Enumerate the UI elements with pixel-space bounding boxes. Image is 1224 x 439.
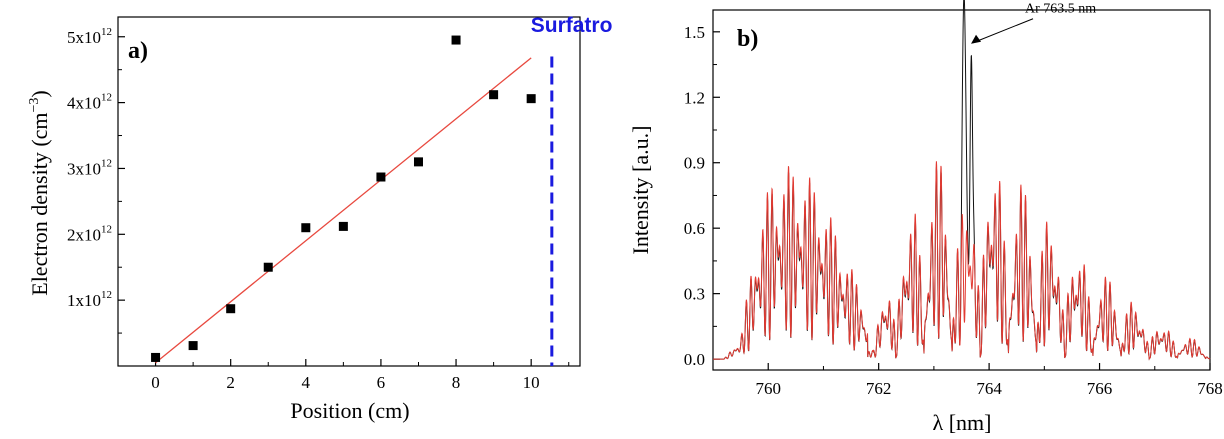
x-tick-label-b: 764 — [976, 379, 1002, 398]
data-point — [451, 35, 461, 45]
y-tick-label-b: 1.5 — [684, 23, 705, 42]
x-tick-label-b: 768 — [1197, 379, 1223, 398]
x-tick-label-b: 760 — [755, 379, 781, 398]
x-tick-label-a: 10 — [523, 373, 540, 392]
chart-b: 760 762 764 766 768 0.0 0.3 0.6 0.9 1.2 1.5 b) Ar … — [628, 0, 1223, 435]
x-tick-label-a: 0 — [151, 373, 160, 392]
panel-a: 0 2 4 6 8 10 1x1012 2x1012 3x1012 4x1012 5x1012 a)… — [27, 14, 612, 423]
annotation-arrowhead — [971, 34, 982, 44]
y-tick-label-a: 2x1012 — [67, 223, 112, 244]
fit-line — [155, 57, 532, 364]
y-axis-label-a-main: Electron density (cm — [27, 112, 52, 295]
x-tick-label-a: 8 — [452, 373, 461, 392]
plot-frame-b — [712, 9, 1211, 371]
surfatron-label: Surfatron — [531, 14, 612, 37]
series-line-red — [713, 161, 1211, 361]
x-axis-label-a: Position (cm) — [290, 398, 409, 423]
y-tick-label-a: 3x1012 — [67, 157, 112, 178]
y-tick-label-b: 1.2 — [684, 88, 705, 107]
data-point — [226, 304, 236, 314]
data-point — [376, 172, 386, 182]
x-tick-label-a: 4 — [302, 373, 311, 392]
x-tick-label-b: 766 — [1087, 379, 1113, 398]
data-point — [263, 262, 273, 272]
series-line-black — [713, 0, 1211, 361]
panel-b: 760 762 764 766 768 0.0 0.3 0.6 0.9 1.2 1.5 b) Ar … — [612, 0, 1224, 439]
y-tick-label-a: 1x1012 — [67, 289, 112, 310]
annotation-arrow — [972, 18, 1034, 44]
y-axis-label-a-exp: −3 — [27, 98, 42, 113]
data-point — [526, 94, 536, 104]
chart-a: 0 2 4 6 8 10 1x1012 2x1012 3x1012 4x1012 5x1012 a)… — [27, 14, 612, 423]
y-tick-label-b: 0.9 — [684, 154, 705, 173]
y-tick-label-b: 0.6 — [684, 219, 705, 238]
x-axis-label-b: λ [nm] — [933, 410, 992, 435]
x-tick-label-a: 2 — [226, 373, 235, 392]
panel-label-b: b) — [737, 26, 758, 52]
data-point — [151, 352, 161, 362]
plot-frame-a — [117, 16, 581, 367]
x-tick-label-b: 762 — [866, 379, 892, 398]
y-tick-label-b: 0.0 — [684, 350, 705, 369]
annotation-text: Ar 763.5 nm — [1025, 2, 1096, 17]
data-point — [301, 223, 311, 233]
data-point — [413, 157, 423, 167]
panel-label-a: a) — [128, 38, 148, 64]
y-tick-label-a: 4x1012 — [67, 92, 112, 113]
y-axis-label-a-close: ) — [27, 90, 52, 97]
data-point — [188, 341, 198, 351]
data-point — [489, 90, 499, 100]
y-tick-label-a: 5x1012 — [67, 26, 112, 47]
x-tick-label-a: 6 — [377, 373, 386, 392]
y-axis-label-a: Electron density (cm−3) — [27, 90, 52, 296]
y-axis-label-b: Intensity [a.u.] — [628, 126, 653, 255]
y-tick-label-b: 0.3 — [684, 285, 705, 304]
data-point — [338, 221, 348, 231]
